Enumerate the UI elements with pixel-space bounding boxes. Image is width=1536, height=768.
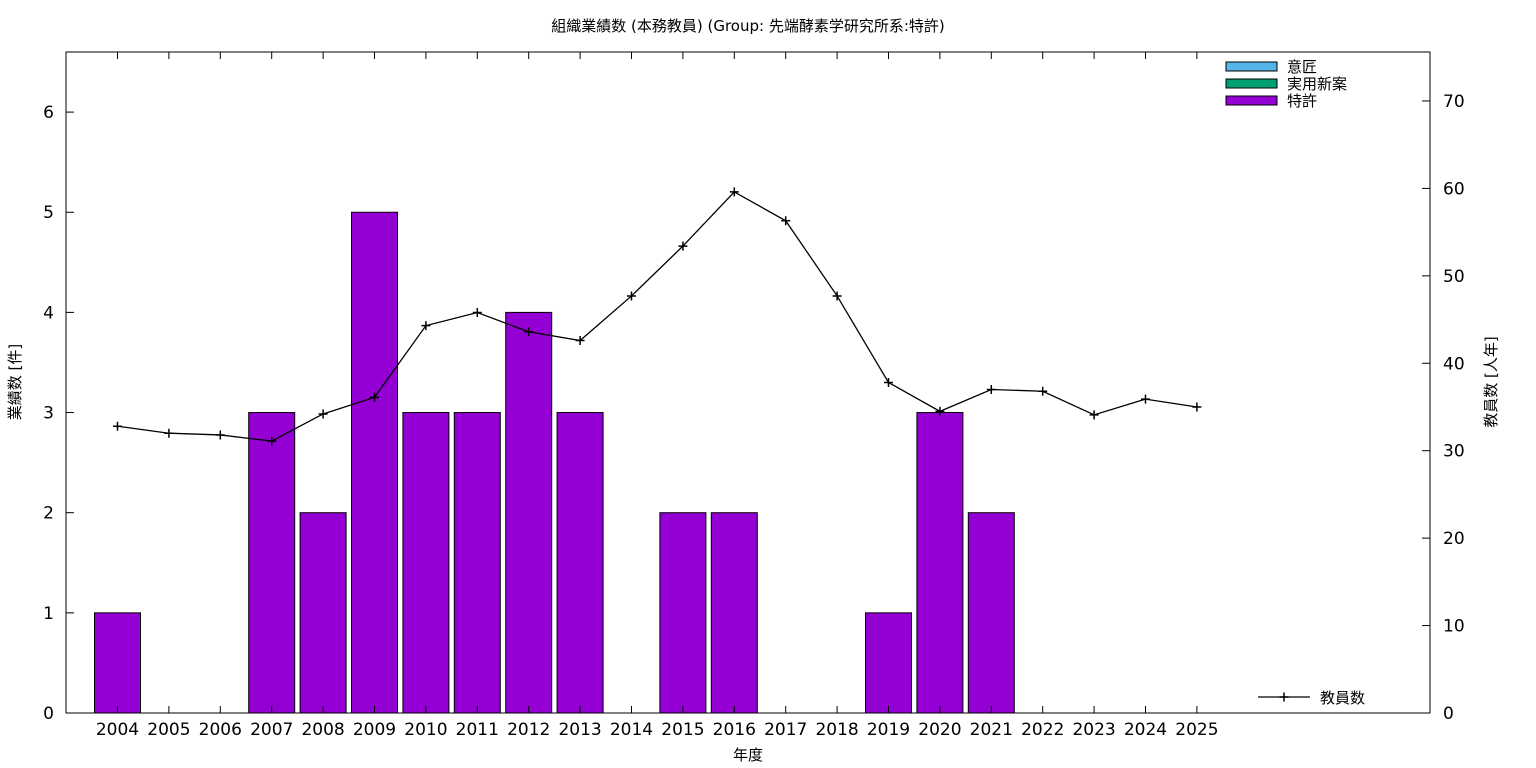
x-tick-label-2025: 2025 <box>1175 720 1218 740</box>
bar-2-2007 <box>248 412 296 714</box>
faculty-point-2023 <box>1089 410 1099 420</box>
legend-swatch-0 <box>1225 61 1278 72</box>
y2-tick-label-50: 50 <box>1443 267 1465 287</box>
y-tick-label-4: 4 <box>43 303 54 323</box>
bar-2-2015 <box>659 512 707 714</box>
bar-2-2012 <box>505 311 553 714</box>
x-tick-label-2009: 2009 <box>353 720 396 740</box>
faculty-point-2013 <box>575 336 585 346</box>
x-tick-label-2013: 2013 <box>558 720 601 740</box>
x-tick-label-2024: 2024 <box>1124 720 1167 740</box>
faculty-point-2006 <box>215 430 225 440</box>
faculty-point-2015 <box>678 241 688 251</box>
legend-label-0: 意匠 <box>1287 58 1317 76</box>
faculty-point-2007 <box>267 436 277 446</box>
ticks-layer: 2004 2005 2006 2007 2008 2009 2010 2011 2012 2013… <box>43 52 1465 740</box>
y2-tick-label-10: 10 <box>1443 617 1465 637</box>
faculty-point-2005 <box>164 428 174 438</box>
faculty-point-2008 <box>318 409 328 419</box>
faculty-point-2017 <box>781 216 791 226</box>
faculty-point-2020 <box>935 406 945 416</box>
x-tick-label-2018: 2018 <box>815 720 858 740</box>
y2-tick-label-0: 0 <box>1443 704 1454 724</box>
y2-tick-label-30: 30 <box>1443 442 1465 462</box>
bar-2-2021 <box>967 512 1015 714</box>
line-legend: 教員数 <box>1258 689 1365 707</box>
legend-label-2: 特許 <box>1287 92 1317 110</box>
y-tick-label-0: 0 <box>43 704 54 724</box>
faculty-point-2022 <box>1038 386 1048 396</box>
x-axis-label: 年度 <box>733 746 763 764</box>
faculty-line-layer <box>113 187 1202 446</box>
faculty-point-2024 <box>1141 394 1150 404</box>
y-tick-label-5: 5 <box>43 203 54 223</box>
y2-tick-label-20: 20 <box>1443 529 1465 549</box>
bar-2-2013 <box>556 412 604 714</box>
plot-frame <box>65 51 1431 714</box>
x-tick-label-2005: 2005 <box>147 720 190 740</box>
faculty-point-2021 <box>986 384 996 394</box>
bar-2-2020 <box>916 412 964 714</box>
y2-tick-label-40: 40 <box>1443 354 1465 374</box>
bars-layer <box>94 211 1015 714</box>
x-tick-label-2011: 2011 <box>456 720 499 740</box>
x-tick-label-2016: 2016 <box>713 720 756 740</box>
x-tick-label-2020: 2020 <box>918 720 961 740</box>
y-axis-label: 業績数 [件] <box>6 344 24 420</box>
y2-axis-label: 教員数 [人年] <box>1482 336 1500 427</box>
line-legend-label: 教員数 <box>1320 689 1365 707</box>
x-tick-label-2017: 2017 <box>764 720 807 740</box>
faculty-point-2010 <box>421 321 431 331</box>
x-tick-label-2012: 2012 <box>507 720 550 740</box>
faculty-point-2019 <box>884 378 893 387</box>
faculty-point-2018 <box>832 291 842 301</box>
y-tick-label-1: 1 <box>43 604 54 624</box>
x-tick-label-2007: 2007 <box>250 720 293 740</box>
faculty-point-2025 <box>1192 402 1202 412</box>
y2-tick-label-70: 70 <box>1443 92 1465 112</box>
faculty-point-2004 <box>113 421 122 431</box>
faculty-point-2011 <box>472 308 482 318</box>
faculty-point-2012 <box>524 327 534 337</box>
faculty-line <box>117 191 1197 442</box>
bar-2-2008 <box>299 512 347 714</box>
bar-2-2010 <box>402 412 450 714</box>
x-tick-label-2015: 2015 <box>661 720 704 740</box>
y2-tick-label-60: 60 <box>1443 179 1465 199</box>
x-tick-label-2010: 2010 <box>404 720 447 740</box>
x-tick-label-2006: 2006 <box>199 720 242 740</box>
x-tick-label-2008: 2008 <box>301 720 344 740</box>
x-tick-label-2023: 2023 <box>1072 720 1115 740</box>
legend-label-1: 実用新案 <box>1287 75 1347 93</box>
legend-swatch-2 <box>1225 95 1278 106</box>
faculty-point-2014 <box>627 291 636 301</box>
bar-2-2019 <box>865 612 912 714</box>
y-tick-label-3: 3 <box>43 404 54 424</box>
chart-title: 組織業績数 (本務教員) (Group: 先端酵素学研究所系:特許) <box>551 17 945 35</box>
bar-2-2011 <box>453 412 501 714</box>
faculty-point-2016 <box>729 187 739 197</box>
line-legend-marker <box>1279 692 1289 702</box>
x-tick-label-2004: 2004 <box>96 720 139 740</box>
legend-swatch-1 <box>1225 78 1278 89</box>
x-tick-label-2014: 2014 <box>610 720 653 740</box>
y-tick-label-2: 2 <box>43 504 54 524</box>
x-tick-label-2019: 2019 <box>867 720 910 740</box>
x-tick-label-2022: 2022 <box>1021 720 1064 740</box>
bar-2-2016 <box>710 512 758 714</box>
y-tick-label-6: 6 <box>43 103 54 123</box>
bar-2-2009 <box>351 211 398 714</box>
bar-2-2004 <box>94 612 141 714</box>
faculty-point-2009 <box>370 392 379 402</box>
x-tick-label-2021: 2021 <box>970 720 1013 740</box>
